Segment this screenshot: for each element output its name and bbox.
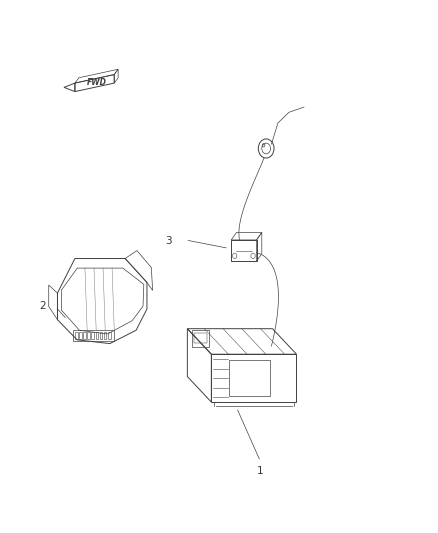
- Bar: [108, 332, 110, 340]
- Text: 3: 3: [166, 236, 172, 246]
- Bar: [100, 332, 102, 340]
- Bar: [104, 332, 106, 340]
- Text: FWD: FWD: [87, 78, 107, 87]
- Text: 2: 2: [39, 301, 46, 311]
- Bar: [87, 332, 90, 340]
- Bar: [83, 332, 86, 340]
- Bar: [194, 333, 207, 343]
- Bar: [231, 240, 257, 261]
- Bar: [192, 329, 209, 346]
- Bar: [79, 332, 82, 340]
- Bar: [75, 332, 78, 340]
- Text: 1: 1: [257, 466, 264, 476]
- Bar: [73, 330, 114, 341]
- Bar: [92, 332, 94, 340]
- Bar: [95, 332, 98, 340]
- Bar: [229, 360, 270, 396]
